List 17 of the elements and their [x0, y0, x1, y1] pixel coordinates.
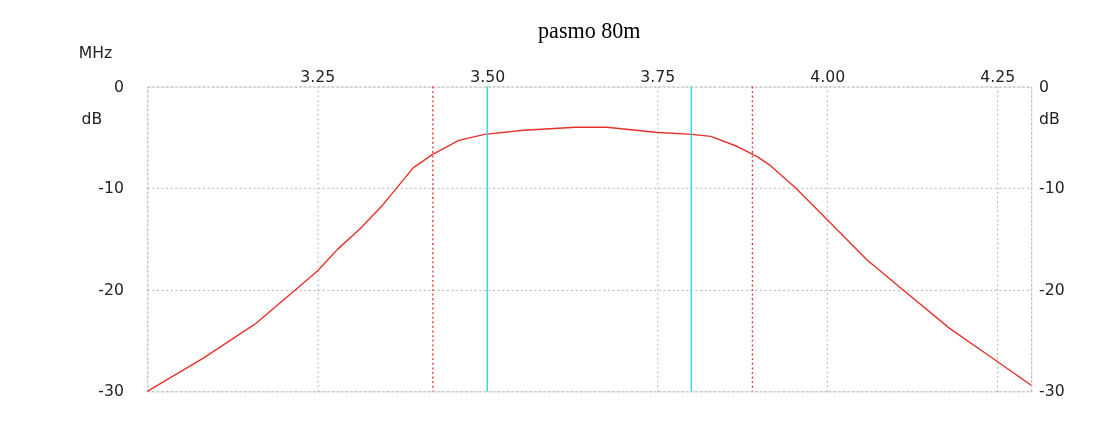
x-axis-title: MHz	[78, 42, 113, 62]
x-tick-label: 3.25	[300, 66, 336, 86]
y-axis-title: dB	[81, 108, 103, 128]
y2-axis-title: dB	[1039, 108, 1060, 128]
chart-title: pasmo 80m	[538, 17, 641, 43]
x-tick-label: 4.00	[810, 66, 846, 86]
x-tick-label: 3.75	[640, 66, 676, 86]
y2-tick-label: -30	[1039, 381, 1065, 401]
x-tick-label: 4.25	[980, 66, 1016, 86]
x-tick-label: 3.50	[470, 66, 506, 86]
y2-tick-label: -20	[1039, 279, 1065, 299]
y2-tick-label: 0	[1039, 76, 1049, 96]
y-tick-label: 0	[113, 76, 124, 96]
y-tick-label: -30	[98, 381, 124, 401]
y-tick-label: -10	[98, 178, 124, 198]
y2-tick-label: -10	[1039, 178, 1065, 198]
y-tick-label: -20	[98, 279, 124, 299]
